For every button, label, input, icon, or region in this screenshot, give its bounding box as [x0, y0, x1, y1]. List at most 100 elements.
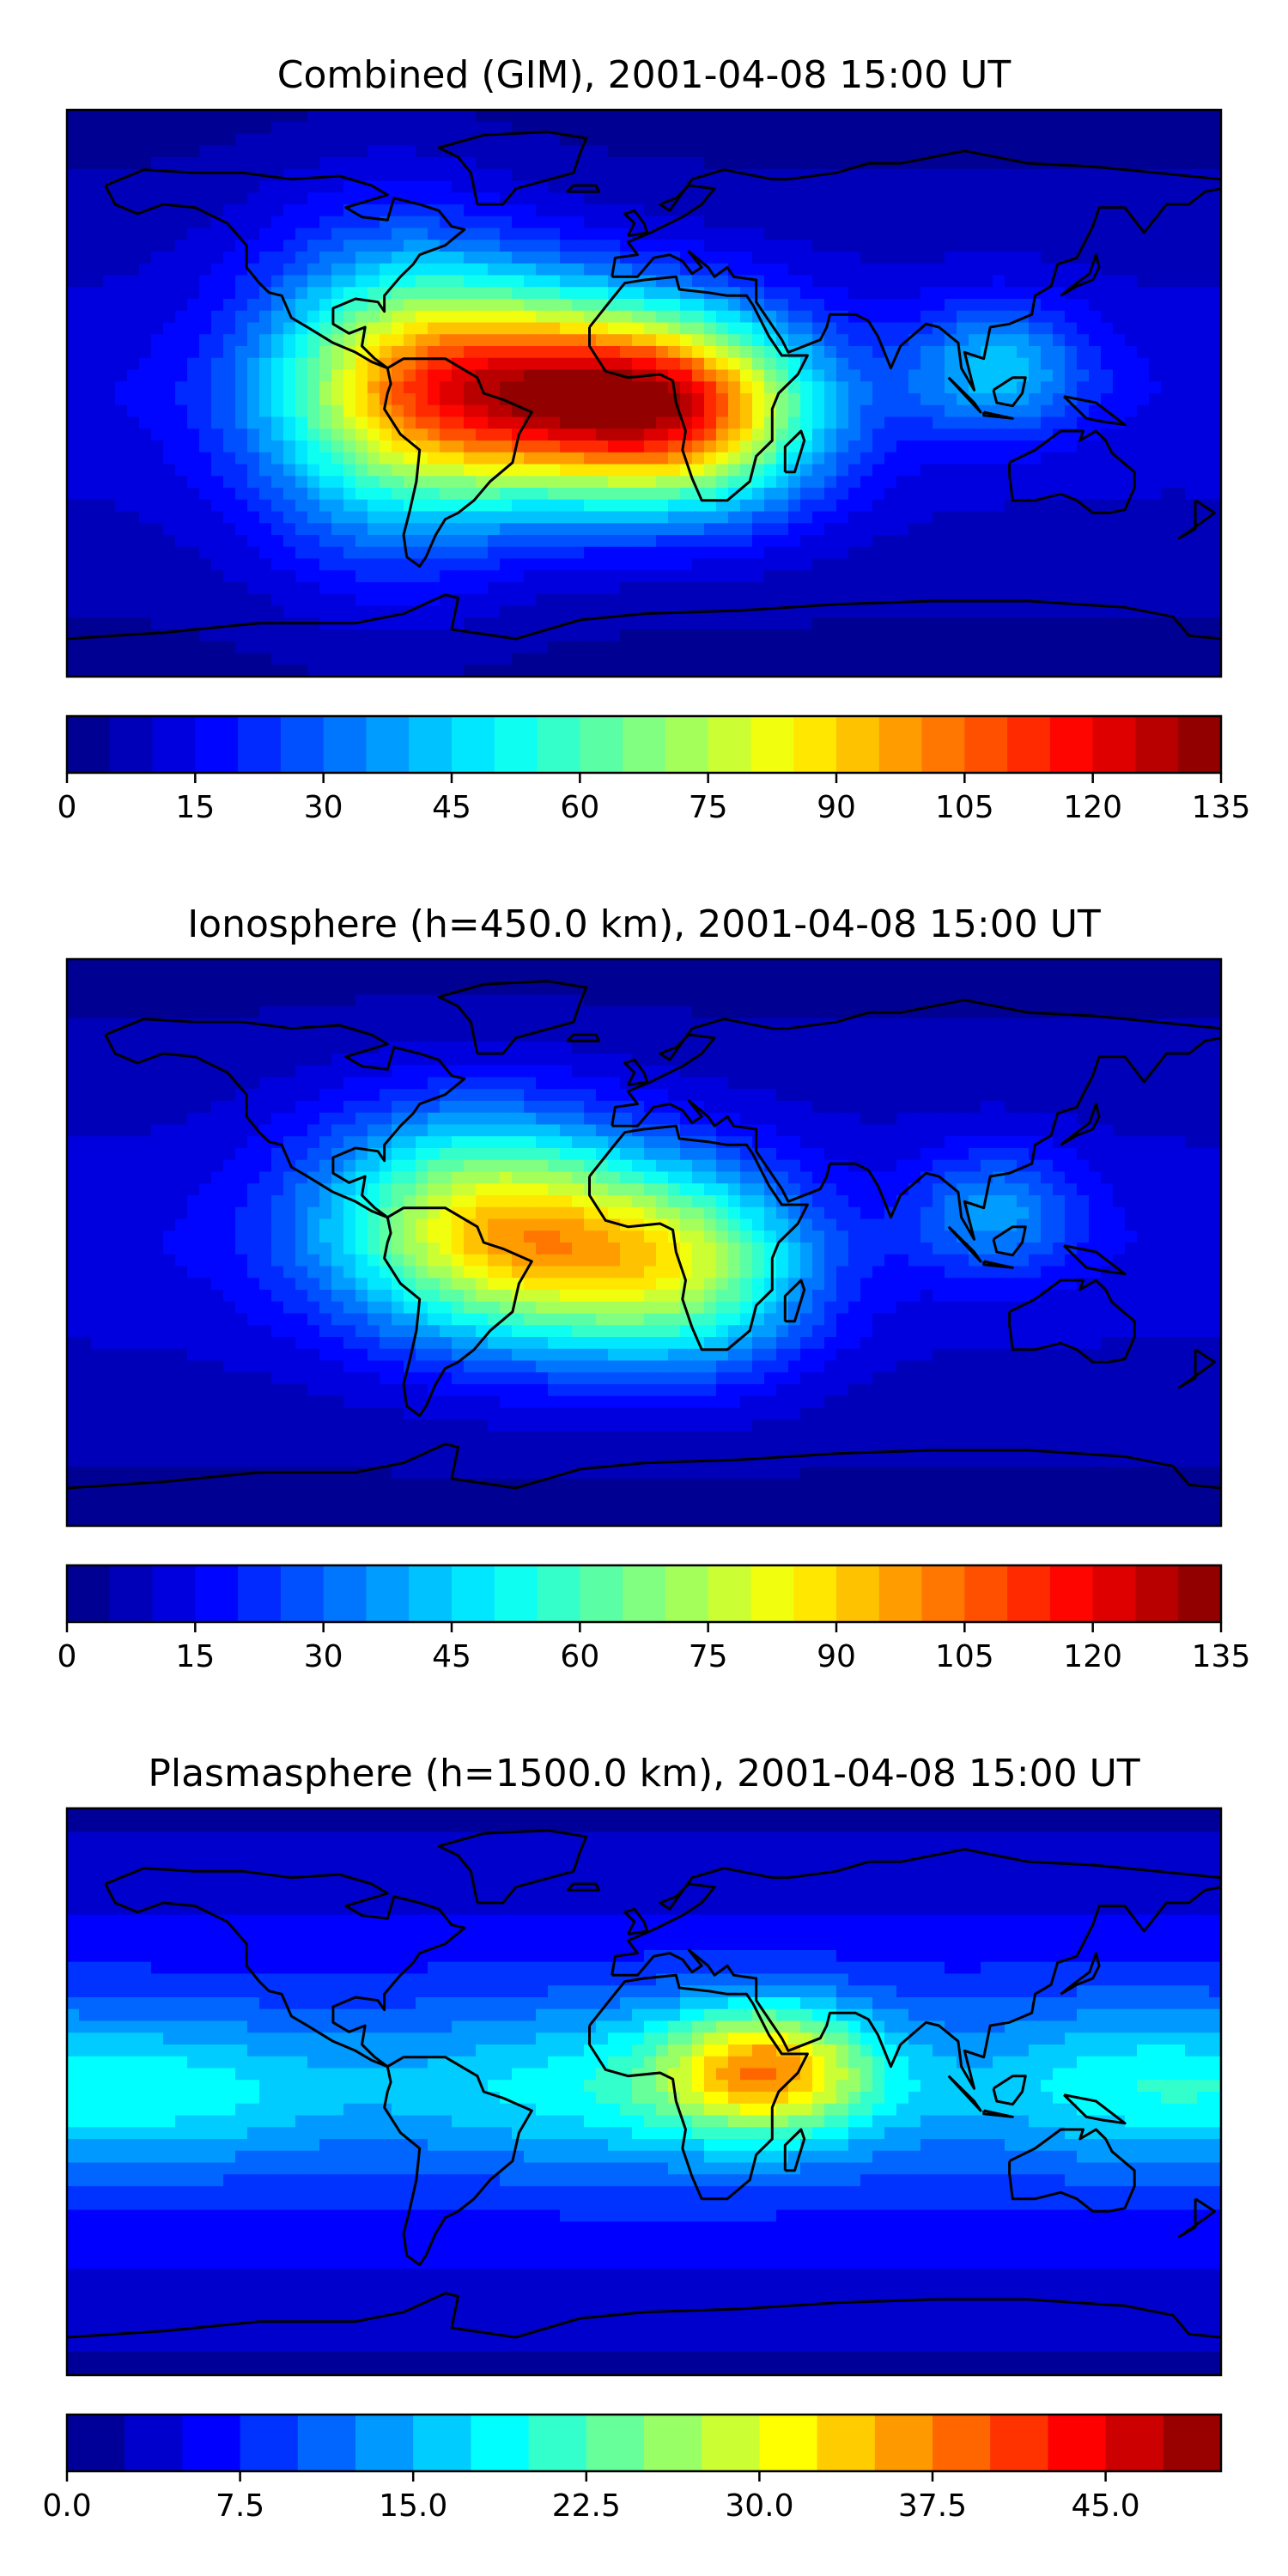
field-cell: [247, 546, 260, 560]
field-cell: [307, 310, 320, 324]
field-cell: [572, 180, 585, 193]
field-cell: [548, 357, 561, 371]
field-cell: [1173, 346, 1186, 359]
field-cell: [476, 180, 489, 193]
field-cell: [488, 357, 501, 371]
field-cell: [512, 665, 525, 677]
field-cell: [187, 982, 200, 995]
field-cell: [247, 593, 260, 607]
field-cell: [79, 994, 92, 1007]
field-cell: [1197, 959, 1210, 972]
field-cell: [283, 982, 296, 995]
field-cell: [728, 440, 741, 453]
field-cell: [668, 357, 681, 371]
field-cell: [343, 381, 356, 394]
field-cell: [812, 570, 825, 583]
field-cell: [127, 570, 140, 583]
field-cell: [259, 334, 272, 347]
field-cell: [824, 511, 837, 524]
field-cell: [416, 605, 428, 618]
field-cell: [392, 629, 404, 642]
field-cell: [957, 263, 969, 276]
field-cell: [584, 488, 597, 501]
field-cell: [139, 970, 152, 984]
field-cell: [896, 252, 909, 264]
field-cell: [259, 641, 272, 654]
field-cell: [67, 145, 80, 158]
field-cell: [1029, 558, 1042, 571]
field-cell: [331, 369, 344, 382]
field-cell: [716, 523, 729, 536]
field-cell: [464, 346, 477, 359]
field-cell: [620, 346, 633, 359]
field-cell: [740, 216, 753, 229]
field-cell: [67, 180, 80, 193]
coastline-madagascar: [783, 429, 806, 474]
field-cell: [848, 180, 861, 193]
field-cell: [969, 133, 981, 146]
field-cell: [1077, 535, 1090, 548]
field-cell: [283, 488, 296, 501]
field-cell: [115, 994, 128, 1007]
field-cell: [752, 523, 765, 536]
field-cell: [560, 275, 573, 288]
field-cell: [1053, 511, 1066, 524]
field-cell: [800, 310, 813, 324]
field-cell: [596, 653, 609, 665]
field-cell: [957, 299, 969, 312]
field-cell: [536, 228, 549, 240]
field-cell: [1185, 959, 1198, 972]
field-cell: [103, 452, 116, 465]
field-cell: [536, 605, 549, 618]
field-cell: [1029, 393, 1042, 406]
field-cell: [752, 416, 765, 429]
field-cell: [860, 617, 873, 630]
field-cell: [343, 464, 356, 477]
field-cell: [1065, 605, 1078, 618]
field-cell: [620, 334, 633, 347]
field-cell: [67, 322, 80, 335]
field-cell: [1161, 970, 1174, 984]
field-cell: [1077, 416, 1090, 429]
field-cell: [343, 452, 356, 465]
field-cell: [223, 416, 236, 429]
field-cell: [656, 393, 669, 406]
field-cell: [319, 440, 332, 453]
field-cell: [560, 228, 573, 240]
field-cell: [380, 157, 392, 170]
field-cell: [824, 263, 837, 276]
field-cell: [127, 310, 140, 324]
field-cell: [91, 381, 104, 394]
field-cell: [271, 605, 284, 618]
field-cell: [957, 499, 969, 513]
field-cell: [392, 464, 404, 477]
field-cell: [752, 357, 765, 371]
field-cell: [536, 322, 549, 335]
field-cell: [848, 110, 861, 123]
field-cell: [343, 252, 356, 264]
field-cell: [91, 322, 104, 335]
field-cell: [1005, 617, 1018, 630]
field-cell: [271, 570, 284, 583]
field-cell: [271, 511, 284, 524]
field-cell: [1005, 110, 1018, 123]
field-cell: [223, 959, 236, 972]
field-cell: [704, 228, 717, 240]
field-cell: [368, 476, 380, 489]
field-cell: [331, 180, 344, 193]
field-cell: [788, 558, 801, 571]
field-cell: [656, 310, 669, 324]
field-cell: [536, 535, 549, 548]
field-cell: [211, 180, 224, 193]
field-cell: [452, 310, 465, 324]
field-cell: [235, 959, 248, 972]
field-cell: [151, 959, 164, 972]
field-cell: [608, 416, 621, 429]
field-cell: [524, 381, 537, 394]
field-cell: [596, 970, 609, 984]
field-cell: [319, 133, 332, 146]
field-cell: [1137, 582, 1150, 595]
field-cell: [247, 216, 260, 229]
field-cell: [115, 299, 128, 312]
field-cell: [1209, 287, 1221, 300]
